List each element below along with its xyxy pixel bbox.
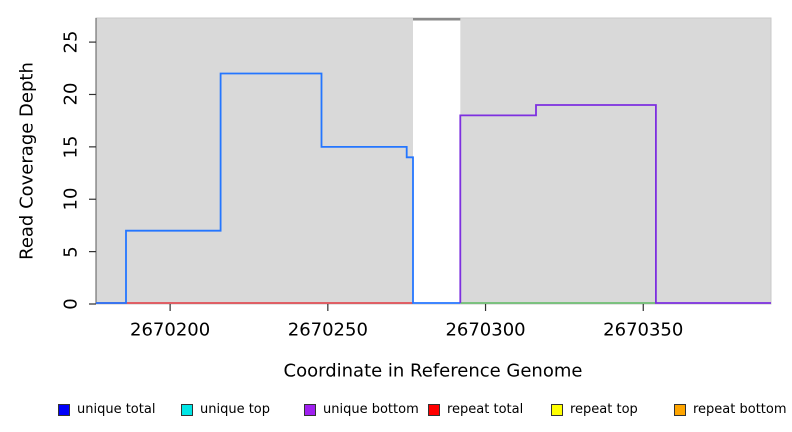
y-tick-label: 20 bbox=[60, 83, 82, 106]
legend-label: repeat top bbox=[570, 402, 638, 417]
x-tick-label: 2670250 bbox=[287, 319, 368, 341]
legend-swatch-unique-bottom bbox=[304, 404, 316, 416]
x-tick-label: 2670200 bbox=[130, 319, 211, 341]
legend-label: unique total bbox=[77, 402, 156, 417]
y-tick-label: 25 bbox=[60, 30, 82, 54]
y-tick-label: 5 bbox=[60, 245, 82, 258]
series-path-unique-bottom bbox=[459, 104, 771, 304]
y-tick-label: 10 bbox=[60, 187, 82, 211]
coverage-gap-band bbox=[412, 20, 461, 304]
gap-top-marker bbox=[412, 18, 461, 21]
y-tick-label: 15 bbox=[60, 135, 82, 159]
legend-swatch-unique-total bbox=[58, 404, 70, 416]
y-axis-title: Read Coverage Depth bbox=[16, 62, 38, 260]
legend-swatch-unique-top bbox=[181, 404, 193, 416]
legend-swatch-repeat-total bbox=[428, 404, 440, 416]
legend-swatch-repeat-top bbox=[551, 404, 563, 416]
x-axis-title: Coordinate in Reference Genome bbox=[283, 360, 583, 382]
x-tick-label: 2670300 bbox=[445, 319, 526, 341]
series-path-unique-total bbox=[96, 72, 461, 304]
legend-label: unique top bbox=[200, 402, 271, 417]
legend-label: unique bottom bbox=[323, 402, 419, 417]
legend-label: repeat bottom bbox=[693, 402, 787, 417]
y-tick-label: 0 bbox=[60, 298, 82, 310]
legend-label: repeat total bbox=[447, 402, 524, 417]
legend-swatch-repeat-bottom bbox=[674, 404, 686, 416]
x-tick-label: 2670350 bbox=[603, 319, 684, 341]
